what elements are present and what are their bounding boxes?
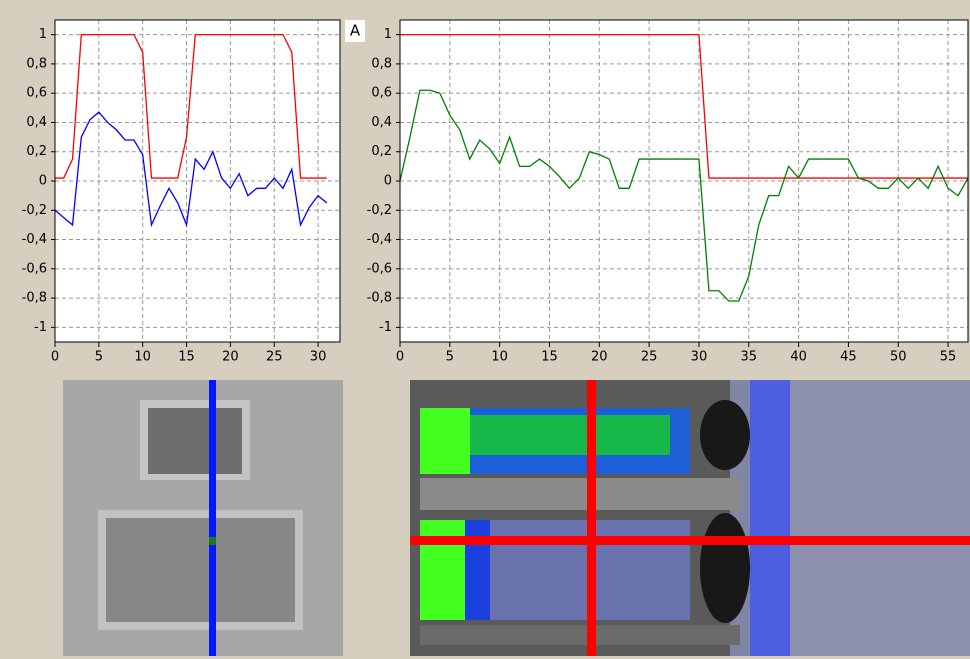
y-tick-label: 0,6 <box>26 86 47 101</box>
y-tick-label: 1 <box>384 27 392 42</box>
y-tick-label: 0 <box>39 174 47 189</box>
corner-label: A <box>350 22 361 40</box>
y-tick-label: 0,2 <box>371 144 392 159</box>
y-tick-label: -0,4 <box>367 232 392 247</box>
x-tick-label: 10 <box>134 350 151 365</box>
y-tick-label: -0,8 <box>367 291 392 306</box>
x-tick-label: 20 <box>222 350 239 365</box>
x-tick-label: 15 <box>541 350 558 365</box>
x-tick-label: 40 <box>790 350 807 365</box>
y-tick-label: -1 <box>34 320 47 335</box>
x-tick-label: 30 <box>691 350 708 365</box>
y-tick-label: -0,8 <box>22 291 47 306</box>
x-tick-label: 0 <box>396 350 404 365</box>
x-tick-label: 20 <box>591 350 608 365</box>
y-tick-label: -0,6 <box>367 261 392 276</box>
y-tick-label: 1 <box>39 27 47 42</box>
x-tick-label: 55 <box>940 350 957 365</box>
x-tick-label: 25 <box>266 350 283 365</box>
right-image <box>410 380 970 656</box>
y-tick-label: 0,8 <box>26 56 47 71</box>
x-tick-label: 5 <box>446 350 454 365</box>
x-tick-label: 50 <box>890 350 907 365</box>
x-tick-label: 30 <box>310 350 327 365</box>
page: A -1-0,8-0,6-0,4-0,200,20,40,60,81051015… <box>0 0 970 659</box>
x-tick-label: 45 <box>840 350 857 365</box>
x-tick-label: 35 <box>740 350 757 365</box>
y-tick-label: 0,4 <box>371 115 392 130</box>
left-image <box>63 380 343 656</box>
y-tick-label: 0,4 <box>26 115 47 130</box>
x-tick-label: 0 <box>51 350 59 365</box>
y-tick-label: -0,2 <box>367 203 392 218</box>
x-tick-label: 5 <box>95 350 103 365</box>
y-tick-label: 0,2 <box>26 144 47 159</box>
y-tick-label: 0 <box>384 174 392 189</box>
y-tick-label: -0,2 <box>22 203 47 218</box>
screen: A -1-0,8-0,6-0,4-0,200,20,40,60,81051015… <box>0 0 970 659</box>
y-tick-label: 0,8 <box>371 56 392 71</box>
y-tick-label: -0,4 <box>22 232 47 247</box>
y-tick-label: -0,6 <box>22 261 47 276</box>
x-tick-label: 15 <box>178 350 195 365</box>
y-tick-label: -1 <box>379 320 392 335</box>
x-tick-label: 25 <box>641 350 658 365</box>
x-tick-label: 10 <box>491 350 508 365</box>
y-tick-label: 0,6 <box>371 86 392 101</box>
